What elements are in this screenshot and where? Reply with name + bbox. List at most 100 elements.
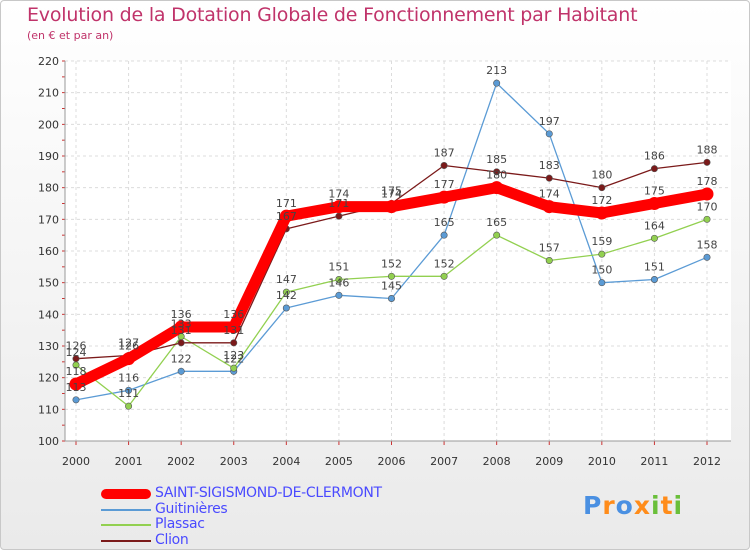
y-tick-label: 170 — [38, 213, 59, 226]
x-tick-label: 2005 — [325, 455, 353, 468]
data-label-saint-sigismond-de-clermont: 174 — [381, 188, 402, 201]
data-point-guitinieres — [650, 275, 658, 283]
data-label-plassac: 152 — [434, 257, 455, 270]
legend-swatch — [101, 539, 151, 542]
proxiti-logo: Proxiti — [583, 491, 683, 520]
data-point-saint-sigismond-de-clermont — [490, 181, 504, 195]
data-label-guitinieres: 197 — [539, 115, 560, 128]
data-point-guitinieres — [72, 396, 80, 404]
data-label-guitinieres: 151 — [644, 261, 665, 274]
y-tick-label: 130 — [38, 340, 59, 353]
logo-letter: P — [583, 491, 603, 520]
x-tick-label: 2002 — [167, 455, 195, 468]
data-point-saint-sigismond-de-clermont — [385, 200, 398, 214]
data-label-guitinieres: 145 — [381, 280, 402, 293]
x-tick-label: 2003 — [220, 455, 248, 468]
data-label-plassac: 123 — [223, 349, 244, 362]
data-point-guitinieres — [703, 253, 711, 261]
data-label-saint-sigismond-de-clermont: 136 — [223, 308, 244, 321]
data-label-clion: 186 — [644, 150, 665, 163]
data-label-plassac: 152 — [381, 257, 402, 270]
y-tick-label: 110 — [38, 403, 59, 416]
data-point-clion — [493, 168, 501, 176]
data-point-guitinieres — [125, 386, 133, 394]
data-label-plassac: 111 — [118, 387, 139, 400]
data-label-guitinieres: 122 — [171, 352, 192, 365]
logo-letter: o — [615, 491, 634, 520]
data-point-guitinieres — [545, 130, 553, 138]
data-label-guitinieres: 213 — [486, 64, 507, 77]
data-point-guitinieres — [282, 304, 290, 312]
data-label-plassac: 165 — [486, 216, 507, 229]
x-tick-label: 2001 — [115, 455, 143, 468]
data-point-clion — [72, 355, 80, 363]
data-point-saint-sigismond-de-clermont — [122, 352, 136, 366]
data-point-saint-sigismond-de-clermont — [69, 377, 83, 391]
data-point-clion — [177, 339, 185, 347]
data-label-saint-sigismond-de-clermont: 177 — [434, 178, 455, 191]
x-tick-label: 2006 — [378, 455, 406, 468]
data-point-clion — [335, 212, 343, 220]
data-label-saint-sigismond-de-clermont: 172 — [591, 194, 612, 207]
legend-label: Guitinières — [155, 500, 228, 517]
data-label-guitinieres: 142 — [276, 289, 297, 302]
data-label-guitinieres: 113 — [66, 381, 87, 394]
logo-letter: x — [633, 491, 651, 520]
data-label-clion: 183 — [539, 159, 560, 172]
x-tick-label: 2011 — [640, 455, 668, 468]
data-label-clion: 127 — [118, 337, 139, 350]
x-tick-label: 2007 — [430, 455, 458, 468]
data-point-plassac — [335, 275, 343, 283]
data-label-plassac: 151 — [328, 261, 349, 274]
data-label-clion: 180 — [591, 169, 612, 182]
data-point-saint-sigismond-de-clermont — [332, 200, 346, 214]
data-point-clion — [440, 162, 448, 170]
data-label-saint-sigismond-de-clermont: 175 — [644, 185, 665, 198]
data-label-clion: 185 — [486, 153, 507, 166]
data-point-saint-sigismond-de-clermont — [437, 190, 451, 204]
x-tick-label: 2010 — [588, 455, 616, 468]
data-label-clion: 126 — [66, 340, 87, 353]
data-point-plassac — [650, 234, 658, 242]
y-tick-label: 150 — [38, 277, 59, 290]
data-point-clion — [545, 174, 553, 182]
data-point-plassac — [545, 256, 553, 264]
x-tick-label: 2009 — [535, 455, 563, 468]
x-tick-label: 2004 — [272, 455, 300, 468]
data-label-clion: 187 — [434, 147, 455, 160]
data-point-guitinieres — [598, 279, 606, 287]
data-point-plassac — [230, 364, 238, 372]
data-label-guitinieres: 150 — [591, 264, 612, 277]
data-label-guitinieres: 146 — [328, 276, 349, 289]
logo-letter: t — [660, 491, 674, 520]
legend-swatch — [101, 489, 151, 499]
data-label-guitinieres: 116 — [118, 371, 139, 384]
logo-letter: i — [673, 491, 684, 520]
legend-label: Clion — [155, 531, 189, 548]
x-tick-label: 2012 — [693, 455, 721, 468]
data-point-saint-sigismond-de-clermont — [542, 200, 556, 214]
chart-title: Evolution de la Dotation Globale de Fonc… — [27, 4, 638, 26]
data-point-clion — [703, 158, 711, 166]
data-label-guitinieres: 165 — [434, 216, 455, 229]
data-label-saint-sigismond-de-clermont: 118 — [66, 365, 87, 378]
data-label-clion: 171 — [328, 197, 349, 210]
x-tick-label: 2008 — [483, 455, 511, 468]
data-point-saint-sigismond-de-clermont — [279, 209, 293, 223]
y-tick-label: 100 — [38, 435, 59, 448]
data-point-saint-sigismond-de-clermont — [227, 320, 241, 334]
data-label-saint-sigismond-de-clermont: 180 — [486, 169, 507, 182]
data-label-guitinieres: 158 — [697, 238, 718, 251]
logo-letter: r — [602, 491, 616, 520]
data-label-saint-sigismond-de-clermont: 174 — [328, 188, 349, 201]
logo-letter: i — [651, 491, 661, 520]
data-label-plassac: 147 — [276, 273, 297, 286]
y-tick-label: 140 — [38, 308, 59, 321]
y-tick-label: 180 — [38, 182, 59, 195]
y-tick-label: 120 — [38, 372, 59, 385]
data-point-plassac — [282, 288, 290, 296]
data-label-clion: 131 — [223, 324, 244, 337]
data-label-saint-sigismond-de-clermont: 178 — [697, 175, 718, 188]
y-tick-label: 160 — [38, 245, 59, 258]
